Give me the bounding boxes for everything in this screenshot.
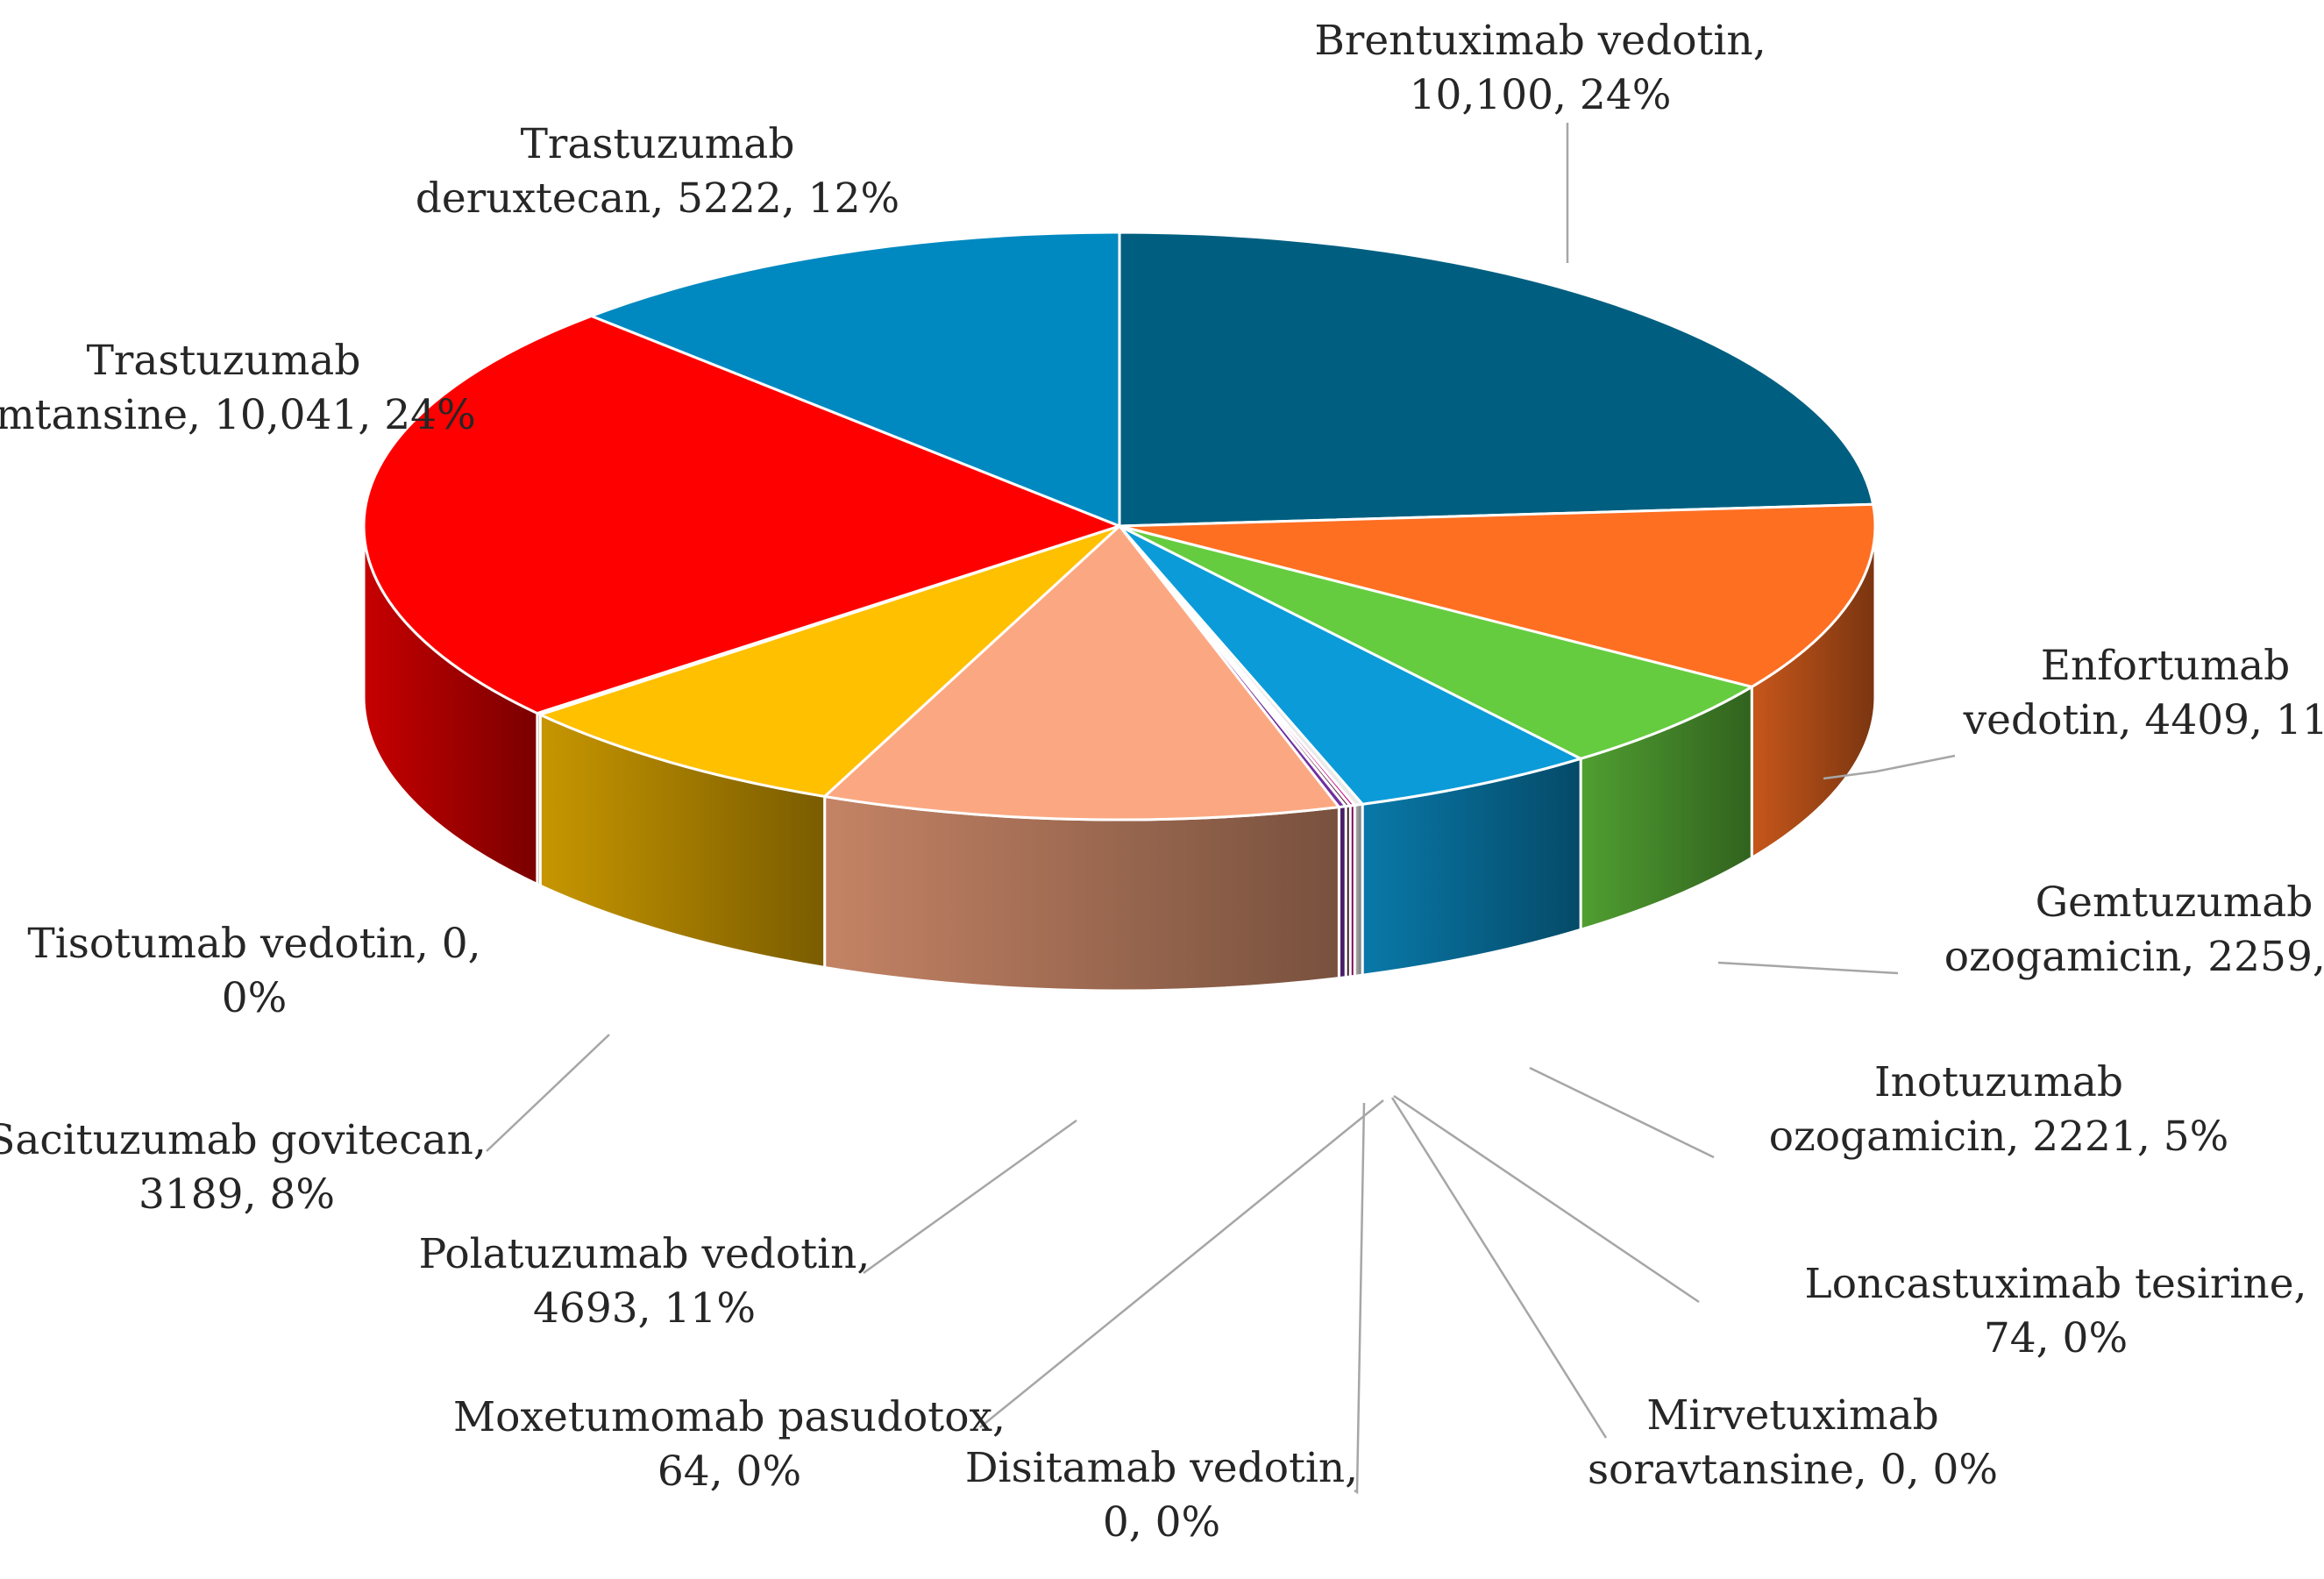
data-label-line: ozogamicin, 2221, 5% (1769, 1113, 2229, 1161)
pie-slice-gemtuzumab-ozogamicin (1118, 524, 1753, 760)
leader-line-moxetumomab-pasudotox (979, 1099, 1384, 1428)
data-label-line: vedotin, 4409, 11% (1963, 696, 2324, 744)
leader-line-polatuzumab-vedotin (863, 1119, 1077, 1275)
data-label-line: ozogamicin, 2259, 5% (1944, 933, 2324, 981)
pie-slice-sacituzumab-govitecan (538, 524, 1121, 798)
pie-side-polatuzumab-vedotin (823, 794, 1340, 992)
data-label-line: 0, 0% (1103, 1498, 1220, 1547)
data-label-line: 64, 0% (657, 1447, 801, 1496)
pie-slice-trastuzumab-emtansine (362, 314, 1121, 715)
data-label-line: 4693, 11% (533, 1284, 756, 1333)
data-label-line: Moxetumomab pasudotox, (453, 1393, 1006, 1441)
data-label-line: Mirvetuximab (1646, 1391, 1938, 1440)
data-label-line: Tisotumab vedotin, 0, (27, 920, 480, 968)
data-label-line: Trastuzumab (521, 120, 795, 168)
data-label-line: Brentuximab vedotin, (1314, 17, 1766, 65)
data-label-tisotumab-vedotin: Tisotumab vedotin, 0, 0% (27, 920, 480, 1022)
pie-top-faces (362, 231, 1877, 822)
data-label-mirvetuximab-soravtansine: Mirvetuximab soravtansine, 0, 0% (1588, 1391, 1998, 1494)
leader-line-mirvetuximab-soravtansine (1390, 1097, 1608, 1439)
pie-slice-brentuximab-vedotin (1118, 231, 1875, 528)
leader-line-disitamab-vedotin (1354, 1102, 1366, 1495)
data-label-line: Inotuzumab (1874, 1058, 2123, 1106)
data-label-line: 74, 0% (1984, 1314, 2128, 1362)
data-label-enfortumab-vedotin: Enfortumab vedotin, 4409, 11% (1963, 642, 2324, 744)
leader-line-enfortumab-vedotin (1823, 754, 1956, 780)
data-label-line: 3189, 8% (139, 1170, 335, 1219)
leader-line-loncastuximab-tesirine (1393, 1094, 1700, 1304)
data-label-line: Enfortumab (2041, 642, 2291, 690)
pie-slice-enfortumab-vedotin (1118, 502, 1877, 688)
pie-slice-inotuzumab-ozogamicin (1118, 524, 1582, 806)
pie-slice-polatuzumab-vedotin (823, 524, 1340, 822)
data-label-line: Gemtuzumab (2036, 878, 2313, 927)
data-label-line: Disitamab vedotin, (965, 1444, 1358, 1492)
data-label-gemtuzumab-ozogamicin: Gemtuzumab ozogamicin, 2259, 5% (1944, 878, 2324, 981)
data-label-line: Trastuzumab (87, 337, 361, 385)
data-label-line: Loncastuximab tesirine, (1805, 1260, 2307, 1308)
data-label-moxetumomab-pasudotox: Moxetumomab pasudotox, 64, 0% (453, 1393, 1006, 1496)
data-label-line: soravtansine, 0, 0% (1588, 1446, 1998, 1494)
data-label-trastuzumab-emtansine: Trastuzumab emtansine, 10,041, 24% (0, 337, 476, 439)
leader-line-gemtuzumab-ozogamicin (1717, 961, 1899, 975)
data-label-brentuximab-vedotin: Brentuximab vedotin, 10,100, 24% (1314, 17, 1766, 119)
data-label-line: emtansine, 10,041, 24% (0, 391, 476, 439)
data-label-line: 10,100, 24% (1410, 71, 1672, 119)
data-label-inotuzumab-ozogamicin: Inotuzumab ozogamicin, 2221, 5% (1769, 1058, 2229, 1161)
data-labels: Brentuximab vedotin, 10,100, 24% Enfortuma… (0, 17, 2324, 1547)
data-label-disitamab-vedotin: Disitamab vedotin, 0, 0% (965, 1444, 1358, 1547)
data-label-line: 0% (222, 974, 288, 1022)
leader-line-inotuzumab-ozogamicin (1529, 1066, 1715, 1159)
pie-slice-trastuzumab-deruxtecan (590, 231, 1121, 528)
data-label-polatuzumab-vedotin: Polatuzumab vedotin, 4693, 11% (419, 1230, 871, 1333)
data-label-line: Sacituzumab govitecan, (0, 1116, 487, 1164)
data-label-trastuzumab-deruxtecan: Trastuzumab deruxtecan, 5222, 12% (416, 120, 899, 223)
leader-lines (486, 123, 1956, 1495)
data-label-loncastuximab-tesirine: Loncastuximab tesirine, 74, 0% (1805, 1260, 2307, 1362)
data-label-line: Polatuzumab vedotin, (419, 1230, 871, 1278)
pie-side-walls (362, 525, 1877, 992)
data-label-sacituzumab-govitecan: Sacituzumab govitecan, 3189, 8% (0, 1116, 487, 1219)
leader-line-sacituzumab-govitecan (486, 1034, 610, 1152)
data-label-line: deruxtecan, 5222, 12% (416, 174, 899, 223)
